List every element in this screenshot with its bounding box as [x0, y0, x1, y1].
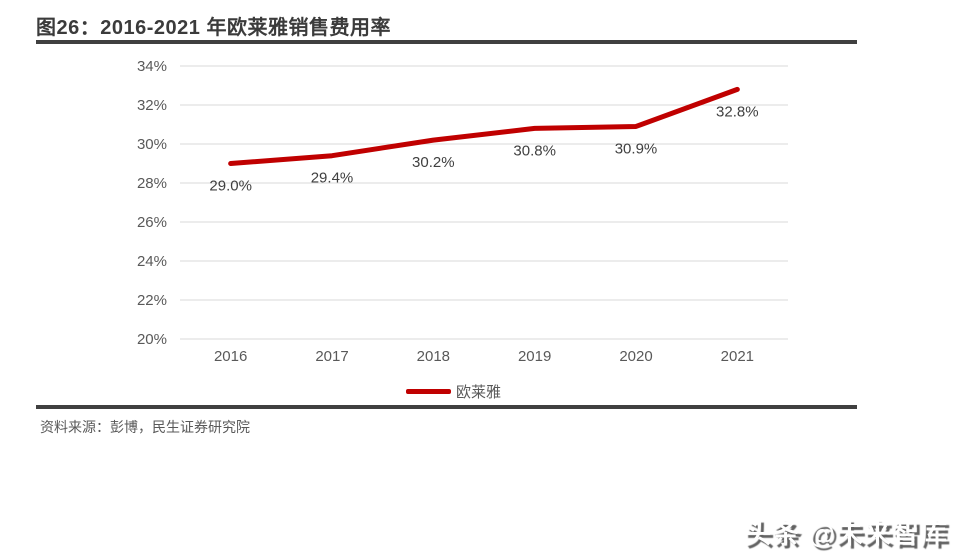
y-axis-tick: 28%: [137, 175, 167, 192]
loreal-line-series: [228, 86, 740, 166]
y-axis-tick: 20%: [137, 331, 167, 348]
legend-line-swatch: [406, 389, 451, 394]
data-label: 30.2%: [412, 154, 455, 171]
x-axis-tick: 2018: [417, 348, 450, 365]
y-axis-tick: 22%: [137, 292, 167, 309]
y-axis-tick: 26%: [137, 214, 167, 231]
x-axis-tick: 2016: [214, 348, 247, 365]
figure-title: 图26：2016-2021 年欧莱雅销售费用率: [36, 17, 391, 39]
legend-label: 欧莱雅: [456, 384, 502, 401]
data-label: 32.8%: [716, 103, 759, 120]
sales-expense-ratio-chart: 20% 22% 24% 26% 28% 30% 32% 34% 2016 2017 2018 2019…: [137, 58, 788, 365]
x-axis-tick: 2019: [518, 348, 551, 365]
x-axis-tick: 2017: [315, 348, 348, 365]
chart-legend: 欧莱雅: [406, 381, 501, 402]
y-axis-tick: 34%: [137, 58, 167, 75]
watermark: 头条 @未来智库: [744, 519, 948, 549]
y-axis-tick: 30%: [137, 136, 167, 153]
y-axis-tick: 32%: [137, 97, 167, 114]
data-label: 29.4%: [311, 170, 354, 187]
y-axis-tick: 24%: [137, 253, 167, 270]
data-label: 30.8%: [513, 142, 556, 159]
source-note: 资料来源：彭博，民生证券研究院: [40, 419, 250, 435]
data-label: 30.9%: [615, 140, 658, 157]
footer-divider: [36, 405, 857, 409]
data-label: 29.0%: [209, 178, 252, 195]
x-axis-tick: 2021: [721, 348, 754, 365]
x-axis-tick: 2020: [619, 348, 652, 365]
title-divider: [36, 40, 857, 44]
